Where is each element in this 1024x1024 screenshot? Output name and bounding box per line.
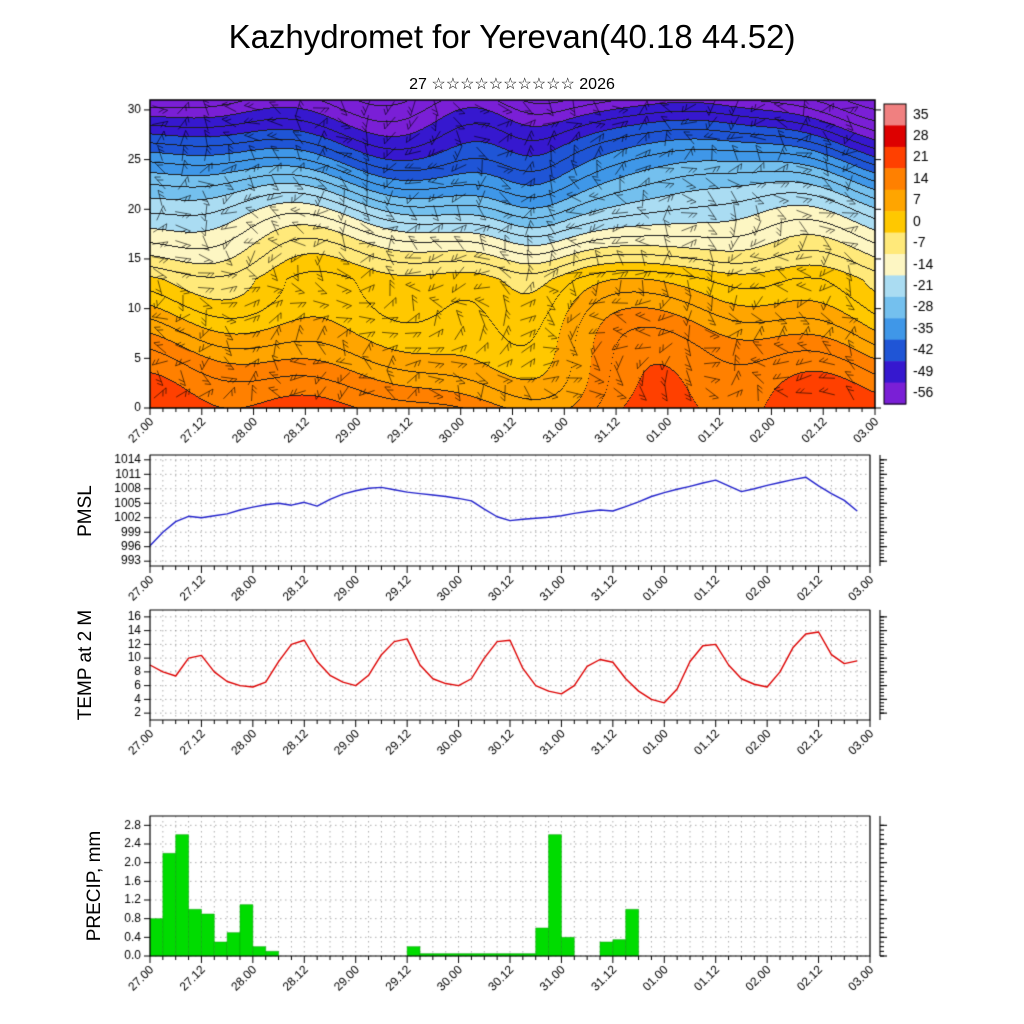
pmsl-axis-title: PMSL bbox=[75, 485, 96, 537]
temp-axis-title: TEMP at 2 M bbox=[75, 609, 96, 721]
page-title: Kazhydromet for Yerevan(40.18 44.52) bbox=[228, 18, 796, 55]
date-subtitle: 27 ☆☆☆☆☆☆☆☆☆☆ 2026 bbox=[409, 76, 615, 93]
precip-axis-title: PRECIP, mm bbox=[84, 830, 105, 942]
